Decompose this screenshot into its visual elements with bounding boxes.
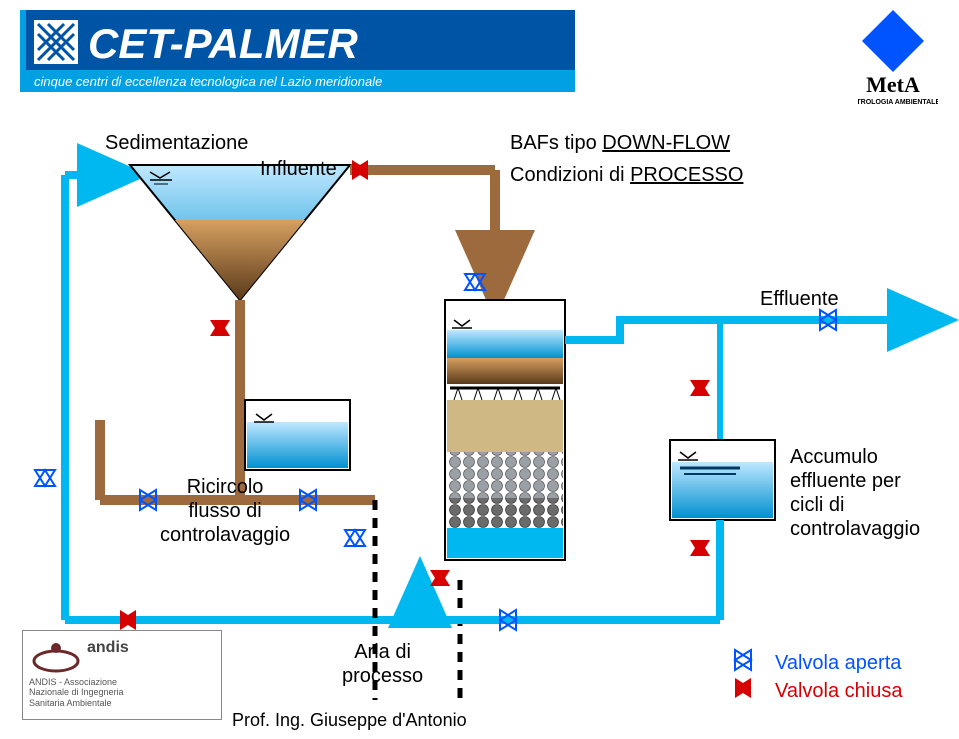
andis-box: andis ANDIS - AssociazioneNazionale di I…: [22, 630, 222, 720]
label-influente: Influente: [260, 158, 337, 181]
label-condizioni: Condizioni di PROCESSO: [510, 164, 743, 187]
sedimentation-tank: [130, 165, 350, 300]
label-sedimentazione: Sedimentazione: [105, 132, 248, 155]
label-valvola-aperta: Valvola aperta: [775, 652, 901, 675]
label-effluente: Effluente: [760, 288, 839, 311]
label-aria: Aria di processo: [342, 640, 423, 688]
diagram-canvas: CET-PALMER cinque centri di eccellenza t…: [0, 0, 959, 739]
andis-icon: [29, 637, 83, 677]
label-valvola-chiusa: Valvola chiusa: [775, 680, 902, 703]
process-diagram: [0, 0, 959, 739]
accumulo-tank: [670, 440, 775, 520]
label-accumulo: Accumulo effluente per cicli di controla…: [790, 445, 920, 541]
label-prof: Prof. Ing. Giuseppe d'Antonio: [232, 710, 467, 731]
recirc-tank: [245, 400, 350, 470]
label-bafs: BAFs tipo DOWN-FLOW: [510, 132, 730, 155]
reactor-column: [445, 300, 565, 560]
label-ricircolo: Ricircolo flusso di controlavaggio: [160, 475, 290, 547]
